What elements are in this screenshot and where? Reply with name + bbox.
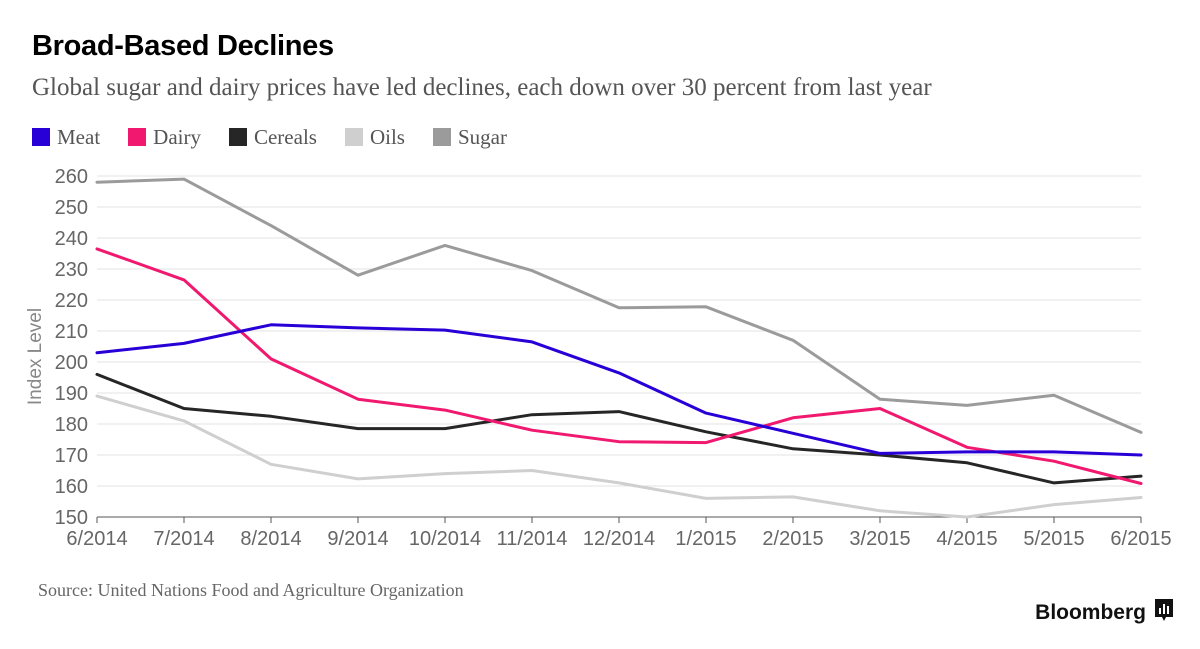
legend-label: Dairy [153,124,201,149]
series-line-cereals [95,372,1143,485]
y-tick-label: 190 [55,383,88,405]
legend-swatch [128,128,147,146]
x-tick-label: 7/2014 [153,528,214,550]
legend-label: Cereals [253,124,317,149]
x-tick-label: 12/2014 [583,528,655,550]
legend-swatch [32,128,50,146]
x-tick-label: 8/2014 [240,528,301,550]
x-tick-label: 10/2014 [409,528,481,550]
y-tick-label: 210 [55,321,88,343]
series-line-meat [95,323,1143,457]
legend-item-cereals: Cereals [228,124,317,150]
x-tick-label: 2/2015 [762,528,823,550]
legend-label: Meat [57,124,101,149]
source-note: Source: United Nations Food and Agricult… [38,580,464,600]
x-tick-label: 11/2014 [497,528,568,550]
y-tick-label: 250 [55,197,88,219]
x-tick-label: 6/2015 [1110,528,1171,550]
y-tick-label: 150 [55,507,88,529]
y-tick-label: 230 [55,259,88,281]
y-tick-label: 200 [55,352,88,374]
y-tick-label: 220 [55,290,88,312]
legend-item-sugar: Sugar [432,124,507,150]
brand-name: Bloomberg [1035,601,1146,624]
legend-item-meat: Meat [32,125,100,150]
y-axis-label: Index Level [25,308,46,405]
bloomberg-logo: Bloomberg [1035,598,1174,628]
legend: Meat Dairy Cereals Oils Sugar [32,122,535,152]
bar-chart-icon [1154,598,1174,628]
x-tick-label: 4/2015 [936,528,997,550]
x-tick-label: 6/2014 [66,528,127,550]
x-tick-label: 1/2015 [675,528,736,550]
chart-title: Broad-Based Declines [32,30,334,62]
series-line-dairy [95,247,1143,485]
x-tick-label: 9/2014 [327,528,388,550]
y-tick-label: 160 [55,476,88,498]
legend-swatch [344,128,363,146]
legend-swatch [228,128,247,146]
legend-item-dairy: Dairy [128,125,201,150]
y-tick-label: 240 [55,228,88,250]
y-tick-label: 180 [55,414,88,436]
chart-subtitle: Global sugar and dairy prices have led d… [32,74,932,101]
x-tick-label: 5/2015 [1023,528,1084,550]
y-tick-label: 260 [55,166,88,188]
legend-label: Oils [369,124,405,149]
series-line-oils [95,394,1143,519]
legend-item-oils: Oils [344,124,405,150]
series-line-sugar [95,177,1143,434]
legend-swatch [432,128,451,146]
y-tick-label: 170 [55,445,88,467]
legend-label: Sugar [457,124,507,149]
x-tick-label: 3/2015 [849,528,910,550]
